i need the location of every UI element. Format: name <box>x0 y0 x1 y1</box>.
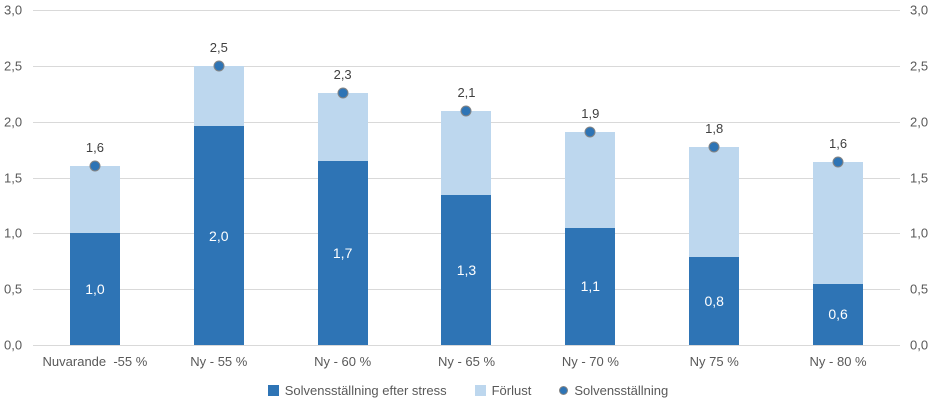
bar-segment-loss <box>813 161 864 284</box>
solvency-dot <box>89 160 101 172</box>
x-tick-label: Ny - 70 % <box>561 354 619 369</box>
x-tick-label: Ny - 55 % <box>190 354 248 369</box>
y-tick-label-left: 2,0 <box>4 114 23 130</box>
y-tick-label-right: 0,5 <box>910 281 929 297</box>
bar-segment-stress <box>317 160 368 345</box>
bar-value-label: 2,0 <box>209 227 229 244</box>
bar-value-label: 0,6 <box>828 306 848 323</box>
y-tick-label-right: 3,0 <box>910 2 929 18</box>
legend-item-stress: Solvensställning efter stress <box>267 382 447 398</box>
bar-group: 0,6 1,6 <box>776 10 900 345</box>
y-axis-right: 3,0 2,5 2,0 1,5 1,0 0,5 0,0 <box>910 4 936 352</box>
y-tick-label-right: 1,0 <box>910 225 929 241</box>
bar-value-label: 1,7 <box>332 244 353 261</box>
dot-value-label: 2,5 <box>209 39 228 55</box>
dot-value-label: 1,6 <box>829 135 848 151</box>
legend-label: Solvensställning efter stress <box>284 382 447 398</box>
y-tick-label-right: 2,0 <box>910 114 929 130</box>
y-tick-label-left: 0,5 <box>4 281 23 297</box>
legend-item-loss: Förlust <box>474 382 532 398</box>
bar-value-label: 1,0 <box>85 281 105 298</box>
solvency-dot <box>708 141 720 153</box>
bar-segment-loss <box>441 110 492 196</box>
legend-square-icon <box>267 384 279 396</box>
bar-value-label: 0,8 <box>704 292 724 309</box>
bar-segment-loss <box>69 166 120 234</box>
x-tick-label: Ny 75 % <box>689 354 739 369</box>
dot-value-label: 2,3 <box>333 66 352 82</box>
dot-value-label: 2,1 <box>457 84 476 100</box>
bar-value-label: 1,1 <box>580 278 601 295</box>
y-tick-label-right: 0,0 <box>910 337 929 353</box>
bar-segment-stress <box>565 227 616 345</box>
bar-group: 1,0 1,6 <box>33 10 157 345</box>
bar-group: 1,3 2,1 <box>405 10 529 345</box>
legend-square-icon <box>474 384 486 396</box>
bar-segment-loss <box>193 65 244 127</box>
y-tick-label-left: 1,0 <box>4 225 23 241</box>
legend-dot-icon <box>559 385 569 395</box>
y-tick-label-right: 2,5 <box>910 58 929 74</box>
y-axis-left: 3,0 2,5 2,0 1,5 1,0 0,5 0,0 <box>4 4 30 352</box>
y-tick-label-left: 3,0 <box>4 2 23 18</box>
dot-value-label: 1,9 <box>581 105 600 121</box>
legend-item-solvency: Solvensställning <box>559 384 668 397</box>
x-tick-label: Ny - 80 % <box>809 354 867 369</box>
y-tick-label-right: 1,5 <box>910 170 929 185</box>
plot-area: 1,0 1,6 2,0 2,5 1,7 2,3 1,3 2,1 1,1 1,9 0,8 1,8 0,6 1… <box>33 10 900 346</box>
bar-segment-stress <box>813 283 864 345</box>
y-tick-label-left: 2,5 <box>4 58 23 74</box>
x-tick-label: Nuvarande -55 % <box>42 354 148 369</box>
bar-group: 0,8 1,8 <box>652 10 776 345</box>
bar-group: 1,7 2,3 <box>281 10 405 345</box>
bar-segment-stress <box>441 195 492 345</box>
x-axis: Nuvarande -55 % Ny - 55 % Ny - 60 % Ny - 65… <box>33 352 900 372</box>
bar-segment-stress <box>69 233 120 345</box>
bar-value-label: 1,3 <box>456 262 477 279</box>
x-tick-label: Ny - 60 % <box>314 354 372 369</box>
solvency-dot <box>584 126 596 138</box>
bar-segment-loss <box>565 131 616 228</box>
solvency-dot <box>460 105 472 116</box>
dot-value-label: 1,6 <box>85 140 104 156</box>
gridline <box>33 10 900 11</box>
legend: Solvensställning efter stress Förlust Solv… <box>0 379 936 401</box>
gridline <box>33 65 900 67</box>
bar-segment-stress <box>193 126 244 345</box>
dot-value-label: 1,8 <box>705 121 724 137</box>
bar-group: 2,0 2,5 <box>157 10 281 345</box>
bar-segment-stress <box>689 256 740 345</box>
bar-segment-loss <box>317 92 368 161</box>
solvency-dot <box>832 156 844 168</box>
legend-label: Solvensställning <box>574 382 669 398</box>
bar-group: 1,1 1,9 <box>528 10 652 345</box>
y-tick-label-left: 1,5 <box>4 170 23 185</box>
bar-segment-loss <box>689 147 740 257</box>
y-tick-label-left: 0,0 <box>4 337 23 353</box>
gridline <box>33 345 900 346</box>
legend-label: Förlust <box>491 382 532 398</box>
solvency-dot <box>337 87 349 99</box>
x-tick-label: Ny - 65 % <box>437 354 496 369</box>
solvency-dot <box>213 60 225 72</box>
